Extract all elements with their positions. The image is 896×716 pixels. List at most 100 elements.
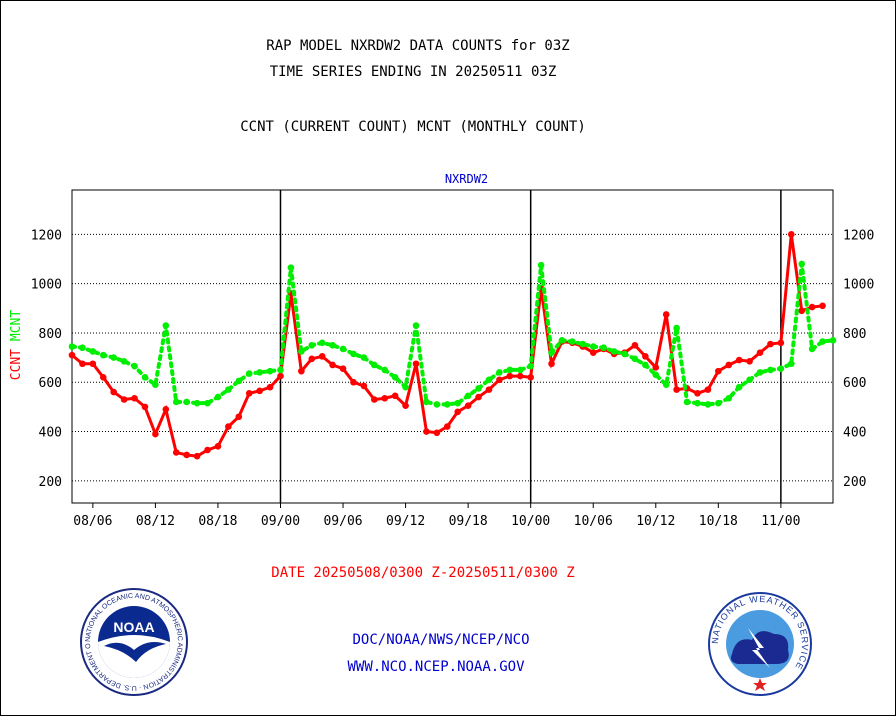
data-point-mcnt — [579, 340, 587, 348]
data-point-ccnt — [391, 392, 399, 400]
data-point-ccnt — [79, 360, 86, 368]
chart-title-line1: RAP MODEL NXRDW2 DATA COUNTS for 03Z — [266, 38, 570, 54]
data-point-mcnt — [642, 361, 649, 369]
y-tick-label-right: 1200 — [843, 228, 874, 243]
data-point-ccnt — [423, 428, 430, 435]
data-point-mcnt — [371, 361, 378, 369]
data-point-ccnt — [673, 386, 680, 393]
data-point-mcnt — [360, 354, 368, 361]
data-point-mcnt — [162, 322, 170, 329]
chart-subtitle: CCNT (CURRENT COUNT) MCNT (MONTHLY COUNT… — [240, 119, 586, 135]
data-point-mcnt — [131, 362, 138, 370]
data-point-ccnt — [756, 349, 764, 356]
data-point-mcnt — [485, 376, 493, 384]
data-point-mcnt — [777, 365, 785, 372]
data-point-ccnt — [298, 367, 305, 375]
data-point-mcnt — [443, 401, 451, 408]
data-point-ccnt — [172, 449, 180, 456]
data-point-ccnt — [788, 231, 795, 238]
data-point-ccnt — [694, 390, 701, 397]
data-point-mcnt — [381, 366, 389, 374]
data-point-ccnt — [631, 341, 639, 349]
data-point-mcnt — [735, 383, 743, 391]
data-point-mcnt — [308, 341, 316, 349]
data-point-mcnt — [819, 338, 826, 345]
x-tick-label: 08/06 — [73, 514, 112, 529]
data-point-ccnt — [798, 307, 806, 315]
x-tick-label: 09/12 — [386, 514, 425, 529]
y-axis-label-mcnt: MCNT — [9, 310, 24, 341]
data-point-mcnt — [110, 354, 117, 361]
data-point-ccnt — [131, 394, 138, 402]
data-point-mcnt — [600, 344, 607, 352]
data-point-ccnt — [162, 406, 170, 413]
data-point-mcnt — [235, 377, 243, 385]
data-point-mcnt — [141, 374, 149, 381]
data-point-ccnt — [266, 383, 274, 391]
plot-title: NXRDW2 — [445, 172, 488, 186]
date-range-label: DATE 20250508/0300 Z-20250511/0300 Z — [271, 565, 575, 581]
x-tick-label: 09/00 — [261, 514, 300, 529]
data-point-ccnt — [767, 340, 774, 348]
data-point-ccnt — [256, 387, 263, 395]
data-point-ccnt — [715, 367, 722, 375]
x-tick-label: 11/00 — [761, 514, 800, 529]
x-tick-label: 09/18 — [449, 514, 488, 529]
data-point-mcnt — [120, 357, 128, 365]
y-tick-label-left: 1000 — [31, 278, 62, 293]
x-tick-label: 10/00 — [511, 514, 550, 529]
data-point-mcnt — [423, 398, 430, 406]
data-point-mcnt — [589, 343, 597, 350]
data-point-ccnt — [443, 423, 451, 430]
data-point-ccnt — [360, 382, 368, 390]
chart-title-line2: TIME SERIES ENDING IN 20250511 03Z — [269, 64, 557, 80]
data-point-mcnt — [99, 351, 107, 359]
data-point-ccnt — [193, 452, 201, 460]
data-point-ccnt — [808, 303, 816, 311]
noaa-logo: NOAA NATIONAL OCEANIC AND ATMOSPHERIC AD… — [80, 588, 188, 696]
data-point-ccnt — [725, 361, 733, 369]
data-point-ccnt — [183, 451, 190, 459]
data-point-ccnt — [412, 360, 420, 368]
data-point-ccnt — [350, 378, 357, 386]
data-point-ccnt — [642, 353, 649, 360]
x-tick-label: 08/12 — [136, 514, 175, 529]
data-point-mcnt — [183, 398, 190, 406]
data-point-mcnt — [537, 261, 545, 269]
y-tick-label-left: 400 — [39, 426, 62, 441]
data-point-mcnt — [329, 341, 336, 349]
data-point-mcnt — [350, 350, 357, 358]
data-point-ccnt — [746, 357, 753, 365]
data-point-mcnt — [621, 350, 628, 358]
data-point-mcnt — [204, 399, 211, 407]
data-point-ccnt — [506, 372, 514, 380]
url-link[interactable]: WWW.NCO.NCEP.NOAA.GOV — [347, 659, 525, 675]
data-point-ccnt — [496, 376, 503, 384]
data-point-mcnt — [464, 392, 472, 400]
data-point-mcnt — [454, 399, 462, 407]
data-point-mcnt — [788, 360, 795, 368]
x-tick-label: 09/06 — [323, 514, 362, 529]
x-tick-label: 10/18 — [699, 514, 738, 529]
data-point-ccnt — [819, 302, 826, 310]
data-point-ccnt — [735, 356, 743, 364]
data-point-mcnt — [193, 399, 201, 407]
data-point-mcnt — [715, 399, 722, 407]
data-point-ccnt — [485, 386, 493, 393]
plot-area — [71, 189, 834, 504]
x-tick-label: 08/18 — [198, 514, 237, 529]
data-point-mcnt — [318, 339, 326, 347]
y-tick-label-right: 400 — [843, 426, 866, 441]
data-point-mcnt — [808, 345, 816, 353]
org-label: DOC/NOAA/NWS/NCEP/NCO — [352, 632, 530, 648]
y-axis-label-ccnt: CCNT — [9, 341, 24, 380]
data-point-mcnt — [287, 264, 295, 271]
y-tick-label-right: 800 — [843, 327, 866, 342]
data-point-ccnt — [99, 374, 107, 381]
data-point-ccnt — [589, 349, 597, 356]
data-point-mcnt — [245, 370, 253, 377]
y-tick-label-left: 200 — [39, 475, 62, 490]
data-point-mcnt — [673, 324, 680, 332]
y-tick-label-right: 1000 — [843, 278, 874, 293]
